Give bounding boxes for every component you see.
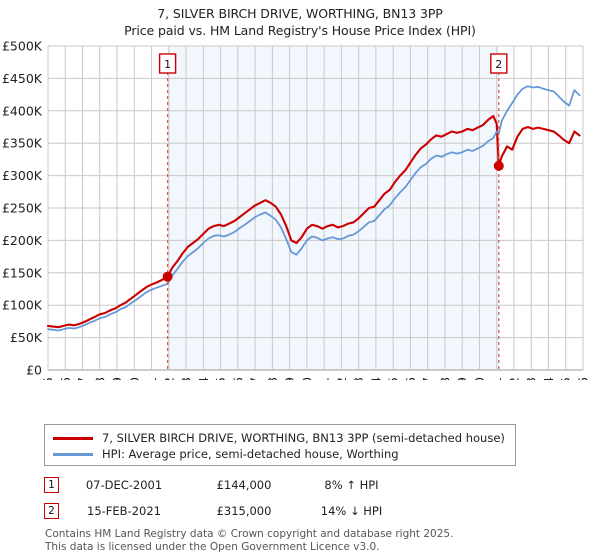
x-axis-tick-label: 2026 bbox=[576, 377, 591, 380]
transaction-date: 15-FEB-2021 bbox=[87, 504, 161, 518]
y-axis-tick-label: £350K bbox=[2, 136, 43, 151]
price-history-chart: £0 £50K £100K £150K £200K £250K £300K £350K £400… bbox=[2, 40, 591, 380]
sale-label-text: 2 bbox=[495, 58, 502, 71]
y-axis-tick-label: £250K bbox=[2, 201, 43, 216]
x-axis-tick-label: 2013 bbox=[351, 377, 366, 380]
x-axis-tick-label: 2003 bbox=[179, 377, 194, 380]
x-axis-tick-label: 2012 bbox=[334, 377, 349, 380]
y-axis-tick-label: £100K bbox=[2, 298, 43, 313]
chart-legend: 7, SILVER BIRCH DRIVE, WORTHING, BN13 3P… bbox=[44, 424, 516, 466]
sale-label-text: 1 bbox=[164, 58, 171, 71]
legend-label-hpi: HPI: Average price, semi-detached house,… bbox=[102, 447, 399, 461]
legend-swatch-hpi bbox=[53, 452, 93, 456]
x-axis-tick-label: 2015 bbox=[386, 377, 401, 380]
sale-label-box bbox=[158, 53, 177, 74]
x-axis-tick-label: 2022 bbox=[506, 377, 521, 380]
y-axis-tick-label: £50K bbox=[10, 330, 43, 345]
table-row: 2 15-FEB-2021 £315,000 14% ↓ HPI bbox=[44, 498, 524, 524]
x-axis-tick-label: 2024 bbox=[541, 377, 556, 380]
x-axis-tick-label: 1998 bbox=[92, 377, 107, 380]
sale-point-marker bbox=[162, 271, 173, 282]
sale-point-marker bbox=[493, 160, 504, 171]
x-axis-tick-label: 2018 bbox=[437, 377, 452, 380]
y-axis-tick-label: £0 bbox=[26, 363, 42, 378]
y-axis-tick-label: £500K bbox=[2, 40, 43, 54]
page-title: 7, SILVER BIRCH DRIVE, WORTHING, BN13 3P… bbox=[0, 0, 600, 39]
transaction-marker-2: 2 bbox=[44, 503, 59, 519]
transaction-table: 1 07-DEC-2001 £144,000 8% ↑ HPI 2 15-FEB… bbox=[44, 472, 524, 524]
sale-label-box bbox=[490, 53, 508, 74]
title-line-2: Price paid vs. HM Land Registry's House … bbox=[124, 23, 476, 38]
y-axis-tick-label: £400K bbox=[2, 103, 43, 118]
x-axis-tick-label: 2006 bbox=[230, 377, 245, 380]
x-axis-tick-label: 2004 bbox=[196, 377, 211, 380]
transaction-hpi-delta: 14% ↓ HPI bbox=[320, 504, 383, 518]
title-line-1: 7, SILVER BIRCH DRIVE, WORTHING, BN13 3P… bbox=[157, 6, 443, 21]
x-axis-tick-label: 2021 bbox=[489, 377, 504, 380]
x-axis-tick-label: 2002 bbox=[161, 377, 176, 380]
x-axis-tick-label: 2016 bbox=[403, 377, 418, 380]
x-axis-tick-label: 2019 bbox=[455, 377, 470, 380]
series-line-property bbox=[46, 114, 581, 329]
transaction-date: 07-DEC-2001 bbox=[85, 478, 163, 492]
footer-attribution: Contains HM Land Registry data © Crown c… bbox=[45, 528, 585, 553]
x-axis-tick-label: 1999 bbox=[110, 377, 125, 380]
table-row: 1 07-DEC-2001 £144,000 8% ↑ HPI bbox=[44, 472, 524, 498]
x-axis-tick-label: 2010 bbox=[299, 377, 314, 380]
x-axis-tick-label: 2009 bbox=[282, 377, 297, 380]
transaction-price: £315,000 bbox=[216, 504, 272, 518]
x-axis-tick-label: 2014 bbox=[368, 377, 383, 380]
x-axis-tick-label: 2017 bbox=[420, 377, 435, 380]
x-axis-tick-label: 2020 bbox=[472, 377, 487, 380]
y-axis-tick-label: £450K bbox=[2, 71, 43, 86]
x-axis-tick-label: 2011 bbox=[317, 377, 332, 380]
x-axis-tick-label: 2008 bbox=[265, 377, 280, 380]
y-axis-tick-label: £200K bbox=[2, 233, 43, 248]
x-axis-tick-label: 1997 bbox=[75, 377, 90, 380]
x-axis-tick-label: 2023 bbox=[524, 377, 539, 380]
legend-item-property: 7, SILVER BIRCH DRIVE, WORTHING, BN13 3P… bbox=[53, 430, 507, 446]
x-axis-tick-label: 2001 bbox=[144, 377, 159, 380]
transaction-hpi-delta: 8% ↑ HPI bbox=[324, 478, 379, 492]
transaction-marker-1: 1 bbox=[44, 477, 59, 493]
footer-line-1: Contains HM Land Registry data © Crown c… bbox=[45, 528, 454, 540]
x-axis-tick-label: 2000 bbox=[127, 377, 142, 380]
x-axis-tick-label: 2005 bbox=[213, 377, 228, 380]
x-axis-tick-label: 1995 bbox=[41, 377, 56, 380]
y-axis-tick-label: £150K bbox=[2, 265, 43, 280]
x-axis-tick-label: 2025 bbox=[558, 377, 573, 380]
legend-item-hpi: HPI: Average price, semi-detached house,… bbox=[53, 446, 507, 462]
x-axis-tick-label: 1996 bbox=[58, 377, 73, 380]
legend-label-property: 7, SILVER BIRCH DRIVE, WORTHING, BN13 3P… bbox=[102, 431, 505, 445]
transaction-price: £144,000 bbox=[216, 478, 272, 492]
x-axis-tick-label: 2007 bbox=[248, 377, 263, 380]
y-axis-tick-label: £300K bbox=[2, 168, 43, 183]
chart-plot-area: £0 £50K £100K £150K £200K £250K £300K £350K £400… bbox=[0, 40, 600, 380]
footer-line-2: This data is licensed under the Open Gov… bbox=[45, 540, 380, 553]
series-line-hpi bbox=[47, 85, 581, 332]
legend-swatch-property bbox=[53, 436, 93, 440]
